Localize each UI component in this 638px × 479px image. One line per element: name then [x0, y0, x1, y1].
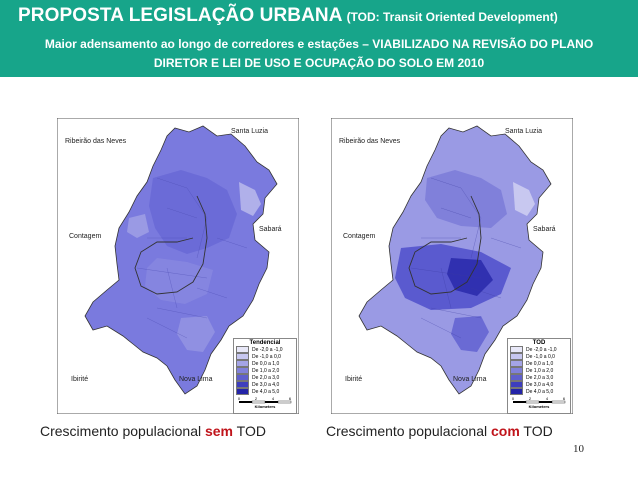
subtitle: Maior adensamento ao longo de corredores… [0, 35, 638, 73]
caption-highlight: sem [204, 423, 234, 439]
label-sabara: Sabará [533, 226, 556, 233]
scale-tick: 4 [272, 397, 275, 401]
label-contagem: Contagem [343, 233, 376, 240]
legend-item: De 0,0 a 1,0 [236, 360, 296, 367]
map-legend: Tendencial De -2,0 a -1,0 De -1,0 a 0,0 De… [233, 338, 297, 414]
legend-item: De -2,0 a -1,0 [236, 346, 296, 353]
legend-label: De -2,0 a -1,0 [252, 346, 283, 353]
municipality-shape [84, 125, 278, 395]
caption-text: Crescimento populacional [40, 423, 205, 439]
legend-item: De 4,0 a 5,0 [510, 388, 570, 395]
legend-item: De 3,0 a 4,0 [510, 381, 570, 388]
subtitle-line-2: DIRETOR E LEI DE USO E OCUPAÇÃO DO SOLO … [153, 56, 485, 70]
map-legend: TOD De -2,0 a -1,0 De -1,0 a 0,0 De 0,0 a … [507, 338, 571, 414]
scale-bar: 0 2 4 6 Kilometers [511, 397, 567, 410]
title-line: PROPOSTA LEGISLAÇÃO URBANA (TOD: Transit … [18, 5, 558, 27]
legend-swatch [236, 360, 249, 367]
scale-bar: 0 2 4 6 Kilometers [237, 397, 293, 410]
caption-text: Crescimento populacional [326, 423, 491, 439]
legend-item: De 2,0 a 3,0 [236, 374, 296, 381]
legend-item: De -1,0 a 0,0 [236, 353, 296, 360]
legend-swatch [510, 374, 523, 381]
legend-item: De 1,0 a 2,0 [510, 367, 570, 374]
scale-tick: 0 [512, 397, 515, 401]
legend-item: De 1,0 a 2,0 [236, 367, 296, 374]
page-title: PROPOSTA LEGISLAÇÃO URBANA [18, 5, 343, 26]
label-ibirite: Ibirité [345, 376, 363, 383]
legend-swatch [236, 388, 249, 395]
legend-label: De 0,0 a 1,0 [252, 360, 280, 367]
caption-sem-tod: Crescimento populacional sem TOD [40, 423, 266, 439]
legend-label: De -2,0 a -1,0 [526, 346, 557, 353]
caption-com-tod: Crescimento populacional com TOD [326, 423, 553, 439]
caption-suffix: TOD [519, 423, 553, 439]
caption-suffix: TOD [233, 423, 266, 439]
legend-label: De 3,0 a 4,0 [526, 381, 554, 388]
legend-label: De -1,0 a 0,0 [526, 353, 555, 360]
legend-swatch [510, 388, 523, 395]
label-ribeirao: Ribeirão das Neves [339, 138, 401, 145]
scale-tick: 0 [238, 397, 241, 401]
legend-title: TOD [532, 340, 546, 346]
legend-swatch [236, 374, 249, 381]
map-sem-tod [57, 118, 299, 414]
legend-swatch [510, 381, 523, 388]
scale-tick: 2 [529, 397, 532, 401]
label-ibirite: Ibirité [71, 376, 89, 383]
legend-label: De 1,0 a 2,0 [526, 367, 554, 374]
label-sabara: Sabará [259, 226, 282, 233]
legend-item: De -1,0 a 0,0 [510, 353, 570, 360]
legend-swatch [510, 346, 523, 353]
legend-label: De -1,0 a 0,0 [252, 353, 281, 360]
caption-highlight: com [490, 423, 520, 439]
label-contagem: Contagem [69, 233, 102, 240]
legend-label: De 2,0 a 3,0 [252, 374, 280, 381]
label-santa-luzia: Santa Luzia [505, 128, 542, 135]
legend-item: De 4,0 a 5,0 [236, 388, 296, 395]
legend-label: De 2,0 a 3,0 [526, 374, 554, 381]
label-nova-lima: Nova Lima [179, 376, 213, 383]
legend-item: De 3,0 a 4,0 [236, 381, 296, 388]
scale-tick: 6 [563, 397, 566, 401]
label-santa-luzia: Santa Luzia [231, 128, 268, 135]
scale-tick: 2 [255, 397, 258, 401]
legend-label: De 4,0 a 5,0 [252, 388, 280, 395]
map-panel-sem-tod: Ribeirão das Neves Santa Luzia Contagem … [57, 118, 299, 414]
subtitle-line-1: Maior adensamento ao longo de corredores… [44, 37, 594, 51]
legend-item: De 2,0 a 3,0 [510, 374, 570, 381]
legend-swatch [510, 353, 523, 360]
legend-label: De 4,0 a 5,0 [526, 388, 554, 395]
legend-label: De 0,0 a 1,0 [526, 360, 554, 367]
scale-unit: Kilometers [255, 404, 276, 409]
legend-swatch [236, 381, 249, 388]
page-number: 10 [573, 443, 584, 455]
title-banner: PROPOSTA LEGISLAÇÃO URBANA (TOD: Transit … [0, 0, 638, 77]
scale-tick: 6 [289, 397, 292, 401]
label-ribeirao: Ribeirão das Neves [65, 138, 127, 145]
label-nova-lima: Nova Lima [453, 376, 487, 383]
legend-swatch [510, 367, 523, 374]
legend-swatch [236, 353, 249, 360]
legend-swatch [236, 346, 249, 353]
map-panel-com-tod: Ribeirão das Neves Santa Luzia Contagem … [331, 118, 573, 414]
legend-label: De 3,0 a 4,0 [252, 381, 280, 388]
title-note: (TOD: Transit Oriented Development) [346, 10, 558, 24]
legend-swatch [236, 367, 249, 374]
legend-label: De 1,0 a 2,0 [252, 367, 280, 374]
legend-item: De -2,0 a -1,0 [510, 346, 570, 353]
scale-tick: 4 [546, 397, 549, 401]
legend-item: De 0,0 a 1,0 [510, 360, 570, 367]
legend-swatch [510, 360, 523, 367]
scale-unit: Kilometers [529, 404, 550, 409]
legend-title: Tendencial [249, 340, 281, 346]
